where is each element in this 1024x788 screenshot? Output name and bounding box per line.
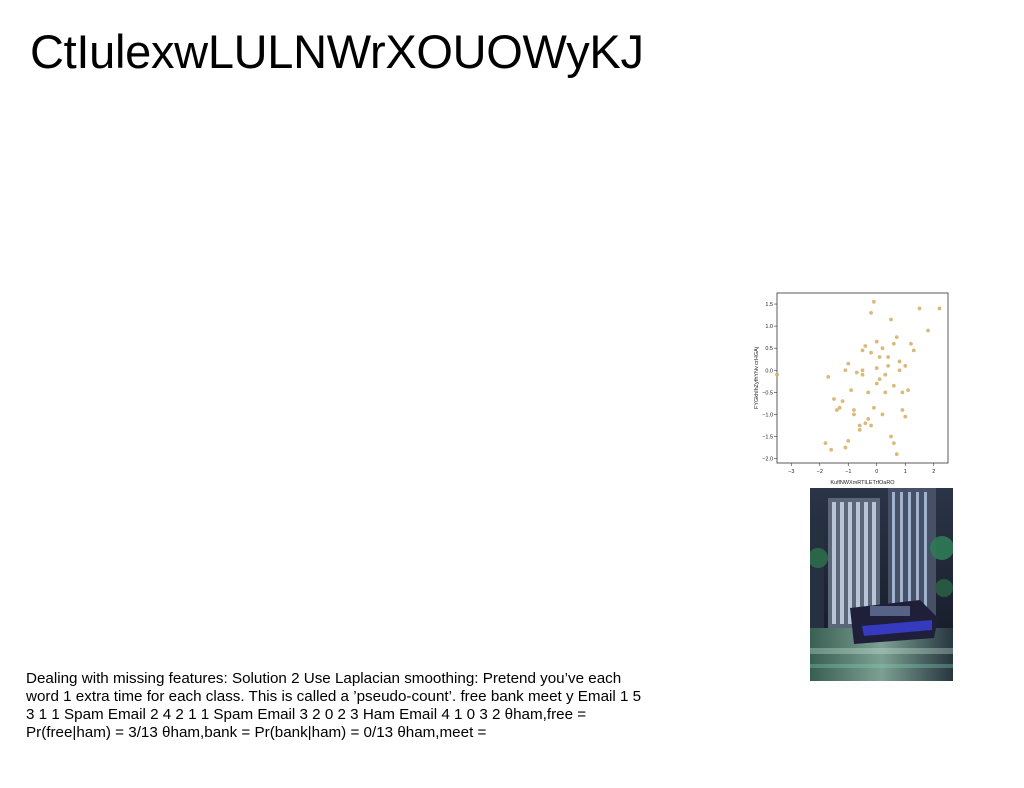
data-point <box>846 439 851 443</box>
data-point <box>843 368 848 373</box>
plot-frame <box>776 292 949 464</box>
y-tick-label: −2.0 <box>762 457 773 463</box>
data-point <box>886 355 891 359</box>
data-point <box>926 328 930 333</box>
data-point <box>900 408 905 412</box>
y-tick-label: −1.5 <box>762 435 773 441</box>
data-point <box>854 370 859 375</box>
data-point <box>863 344 868 348</box>
data-point <box>886 363 891 368</box>
street-photo <box>810 488 953 681</box>
data-point <box>843 445 848 450</box>
y-tick-label: 0.5 <box>765 346 773 352</box>
data-point <box>883 390 888 395</box>
data-point <box>857 423 862 428</box>
x-tick-label: −1 <box>845 469 851 475</box>
x-tick-label: −2 <box>817 469 823 475</box>
data-point <box>897 359 902 364</box>
data-point <box>917 306 922 311</box>
data-point <box>883 372 888 377</box>
data-point <box>891 383 896 388</box>
data-point <box>889 317 893 322</box>
data-point <box>852 408 856 412</box>
data-point <box>903 414 908 419</box>
street-photo-image <box>810 488 953 681</box>
data-point <box>866 390 871 395</box>
data-point <box>897 368 902 373</box>
scatter-chart-svg: −3 −2 −1 0 1 2 −2.0 −1.5 −1.0 −0.5 0.0 0.5 1.0 1.5 Kuf… <box>754 292 949 486</box>
slide-body-text: Dealing with missing features: Solution … <box>26 670 642 741</box>
data-point <box>877 355 882 359</box>
data-point <box>846 361 851 366</box>
data-point <box>860 348 865 353</box>
data-point <box>775 372 779 377</box>
data-point <box>911 348 916 353</box>
y-tick-label: 1.0 <box>765 324 773 330</box>
data-point <box>891 341 896 346</box>
y-tick-label: −0.5 <box>762 390 773 396</box>
y-tick-label: 1.5 <box>765 302 773 308</box>
data-point <box>900 390 905 395</box>
data-point <box>849 388 853 393</box>
x-tick-label: −3 <box>788 469 794 475</box>
x-tick-label: 1 <box>904 469 907 475</box>
y-axis-label: FYGkhIhZyfhYNv crHGAj <box>754 347 760 409</box>
data-point <box>880 346 885 351</box>
data-point <box>834 408 839 412</box>
data-point <box>874 366 879 370</box>
data-point <box>937 306 942 311</box>
data-point <box>829 447 834 452</box>
x-axis-label: KuflNWXmRTlLETrfOaRO <box>830 480 895 486</box>
data-point <box>874 381 879 386</box>
data-point <box>857 427 862 432</box>
data-point <box>909 341 913 346</box>
data-point <box>906 388 910 393</box>
data-point <box>860 372 865 377</box>
data-point <box>866 416 871 421</box>
data-point <box>869 310 873 315</box>
data-point <box>880 412 885 417</box>
data-point <box>869 350 873 355</box>
data-point <box>860 368 865 373</box>
data-point <box>823 441 828 446</box>
y-tick-label: 0.0 <box>765 368 773 374</box>
data-point <box>891 441 896 446</box>
data-point <box>872 405 876 410</box>
data-point <box>826 374 831 379</box>
data-point <box>863 421 868 426</box>
data-point <box>852 412 856 417</box>
scatter-chart: −3 −2 −1 0 1 2 −2.0 −1.5 −1.0 −0.5 0.0 0.5 1.0 1.5 Kuf… <box>752 288 954 486</box>
data-point <box>869 423 873 428</box>
data-point <box>903 363 908 368</box>
data-point <box>837 405 842 410</box>
data-point <box>840 399 845 404</box>
slide-title: CtIulexwLULNWrXOUOWyKJ <box>30 25 644 78</box>
data-point <box>832 397 836 401</box>
y-tick-label: −1.0 <box>762 412 773 418</box>
data-point <box>894 335 899 340</box>
data-point <box>874 339 879 344</box>
data-point <box>889 434 893 439</box>
x-tick-label: 2 <box>932 469 935 475</box>
data-point <box>872 299 876 304</box>
data-point <box>877 377 882 382</box>
x-tick-label: 0 <box>875 469 878 475</box>
data-point <box>894 452 899 457</box>
